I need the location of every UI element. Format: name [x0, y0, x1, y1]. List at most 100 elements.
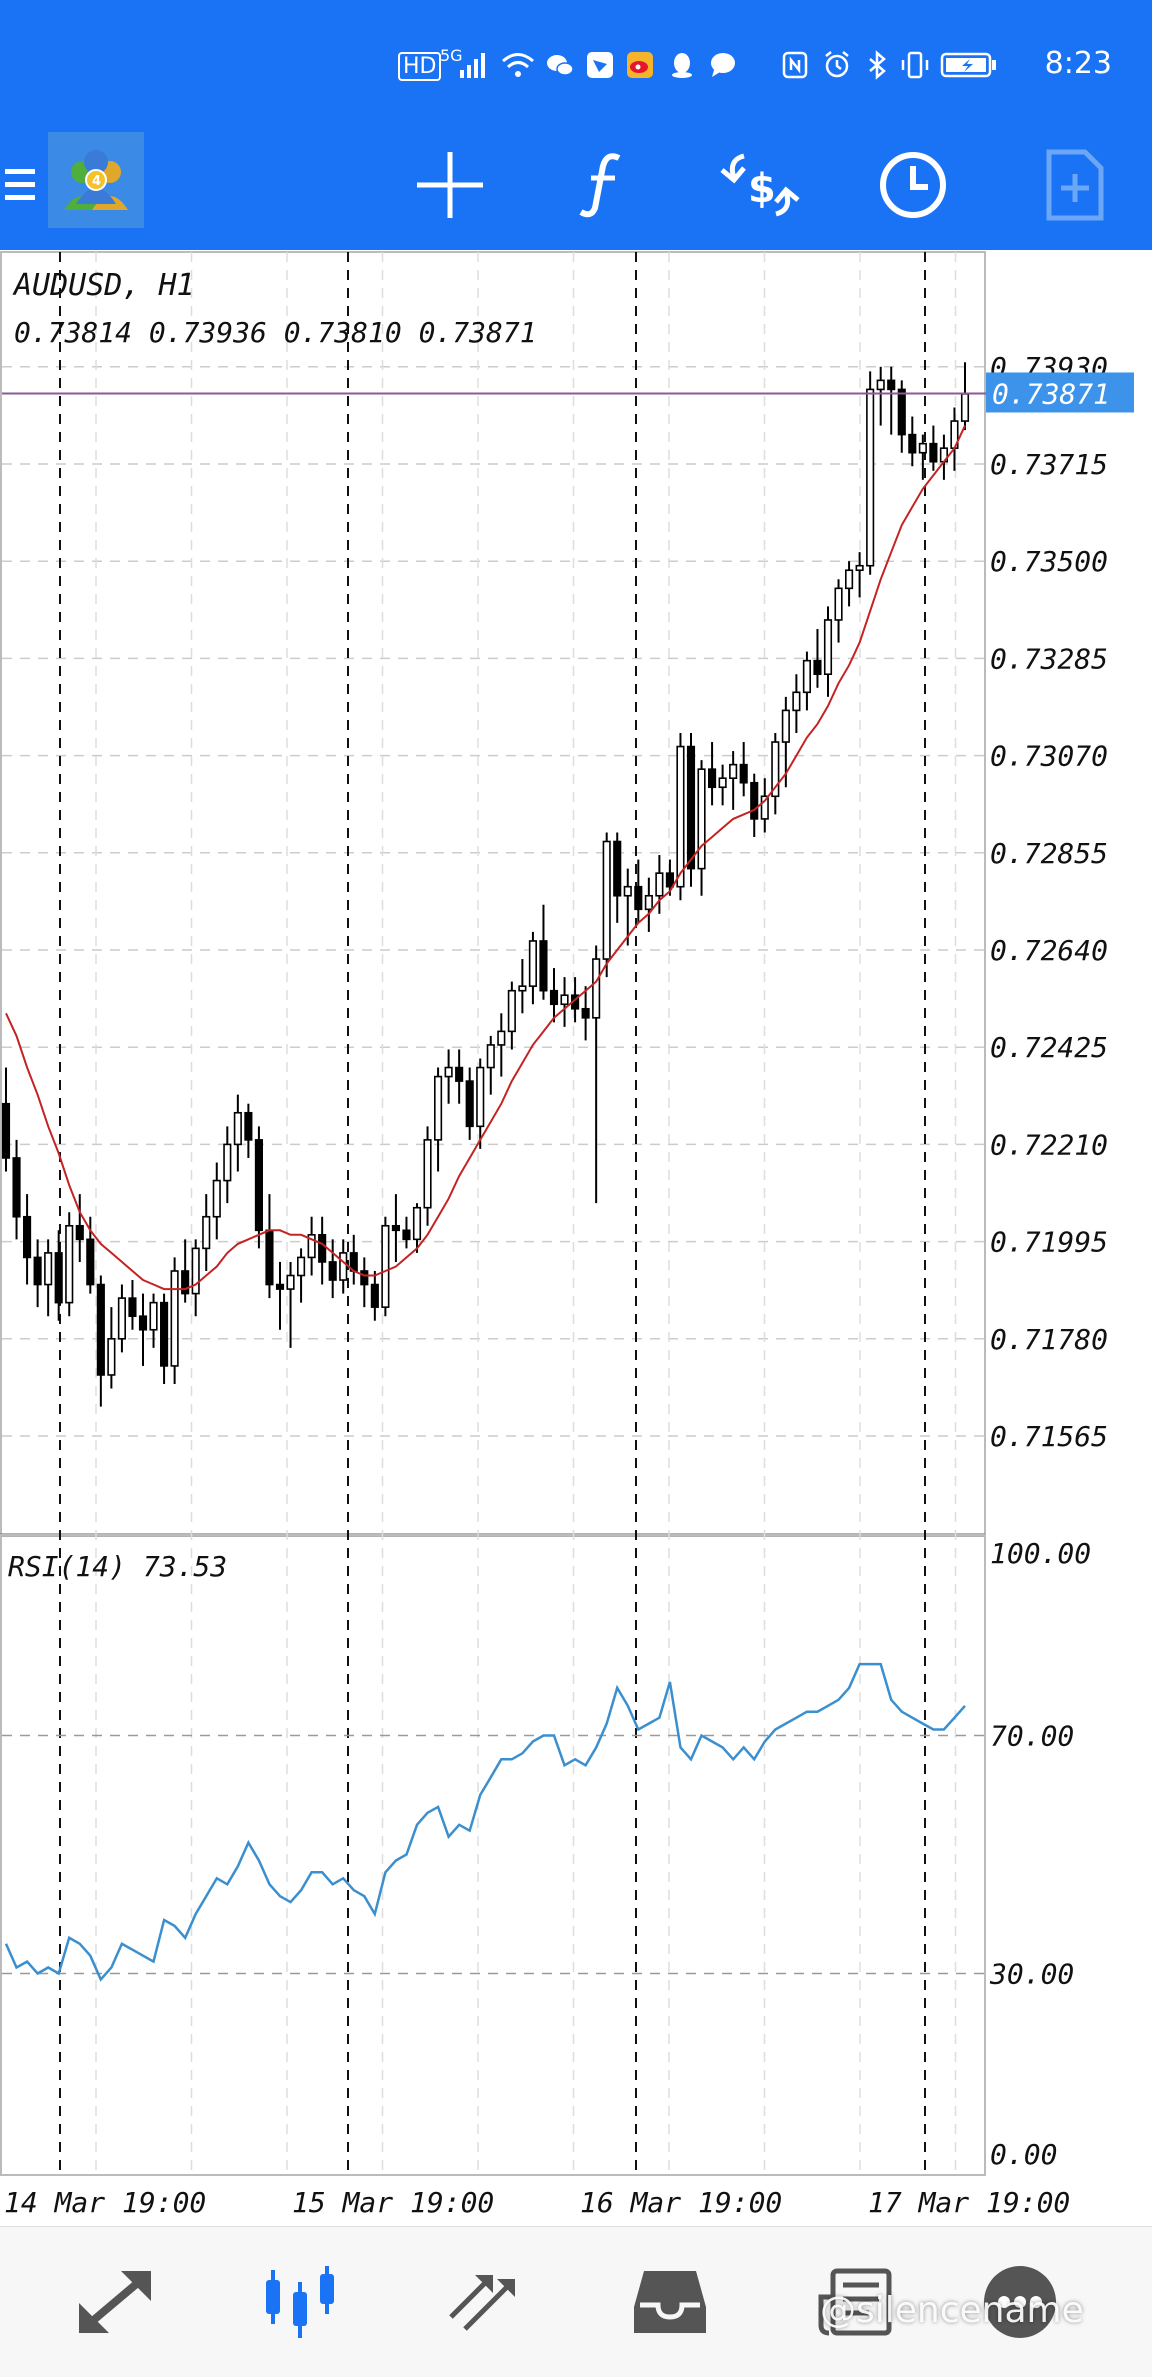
history-icon — [634, 2271, 706, 2333]
candle-body — [781, 709, 790, 743]
clock-icon — [880, 152, 946, 218]
candle-body — [697, 768, 706, 870]
price-axis-label: 0.73070 — [990, 740, 1108, 773]
watermark-text: @silencename — [820, 2290, 1084, 2331]
candle-body — [455, 1066, 464, 1082]
candle-body — [54, 1252, 63, 1304]
rsi-axis: 100.00 70.00 30.00 0.00 — [989, 1537, 1091, 2171]
candle-body — [655, 872, 664, 897]
candle-body — [265, 1229, 274, 1286]
svg-text:$: $ — [748, 166, 776, 212]
candle-body — [33, 1256, 42, 1286]
candle-body — [12, 1157, 21, 1218]
menu-button[interactable] — [0, 140, 40, 230]
network-gen-label: 5G — [440, 46, 463, 65]
metatrader-logo-icon: 4 — [48, 132, 144, 228]
candle-body — [676, 745, 685, 888]
candle-body — [160, 1301, 169, 1367]
nfc-icon — [782, 51, 808, 79]
candle-body — [328, 1261, 337, 1281]
symbol-title: AUDUSD, H1 — [12, 268, 195, 303]
time-axis-label: 14 Mar 19:00 — [4, 2186, 206, 2219]
candle-body — [476, 1066, 485, 1128]
candle-body — [739, 763, 748, 784]
candle-body — [434, 1075, 443, 1141]
price-axis: 0.739300.737150.735000.732850.730700.728… — [990, 351, 1108, 1453]
candle-body — [307, 1234, 316, 1259]
trade-button[interactable]: $ — [715, 140, 805, 230]
time-axis: 14 Mar 19:00 15 Mar 19:00 16 Mar 19:00 17 M… — [4, 2186, 1070, 2219]
new-order-button[interactable] — [1030, 140, 1120, 230]
chart-grid — [0, 251, 986, 2176]
nav-history[interactable] — [615, 2247, 725, 2357]
candle-body — [876, 379, 885, 391]
cellular-signal-icon — [460, 53, 485, 78]
candle-body — [339, 1252, 348, 1281]
candle-body — [539, 940, 548, 992]
candle-body — [44, 1252, 53, 1286]
timeframe-button[interactable] — [868, 140, 958, 230]
candle-body — [866, 388, 875, 567]
svg-text:4: 4 — [92, 174, 101, 189]
candle-body — [528, 940, 537, 987]
rsi-axis-label: 100.00 — [990, 1537, 1091, 1570]
bluetooth-icon — [869, 50, 886, 80]
price-axis-label: 0.72640 — [990, 934, 1108, 967]
candle-body — [855, 564, 864, 572]
chart-canvas[interactable]: 0.739300.737150.735000.732850.730700.728… — [0, 250, 1152, 2226]
candle-body — [402, 1229, 411, 1241]
qq-icon — [672, 53, 692, 78]
candle-body — [465, 1080, 474, 1128]
current-price-tag — [986, 372, 1134, 413]
candle-body — [244, 1111, 253, 1141]
current-price-label: 0.73871 — [992, 377, 1110, 410]
indicators-button[interactable] — [560, 140, 650, 230]
candle-body — [223, 1143, 232, 1182]
weibo-icon — [627, 52, 653, 78]
nav-news[interactable] — [800, 2247, 910, 2357]
candle-body — [202, 1215, 211, 1250]
candle-body — [802, 659, 811, 694]
candle-body — [908, 433, 917, 454]
news-icon — [818, 2268, 892, 2336]
candle-body — [23, 1215, 32, 1259]
candle-body — [286, 1274, 295, 1290]
candle-body — [275, 1283, 285, 1290]
candle-body — [381, 1224, 390, 1308]
trade-icon: $ — [720, 153, 800, 217]
candle-body — [560, 994, 569, 1006]
rsi-axis-label: 30.00 — [989, 1958, 1074, 1991]
candle-body — [960, 393, 970, 422]
price-axis-label: 0.73715 — [990, 448, 1108, 481]
candle-body — [834, 587, 843, 621]
candle-body — [929, 442, 938, 463]
candle-body — [665, 872, 674, 888]
candle-body — [887, 379, 896, 391]
hd-indicator: HD — [398, 52, 442, 81]
candle-body — [233, 1111, 242, 1146]
time-axis-label: 16 Mar 19:00 — [580, 2186, 782, 2219]
nav-chart[interactable] — [245, 2247, 355, 2357]
candle-body — [792, 691, 801, 712]
candle-body — [592, 958, 601, 1019]
candle-body — [128, 1297, 137, 1317]
candle-body — [181, 1270, 190, 1295]
candle-body — [117, 1297, 126, 1340]
rsi-axis-label: 0.00 — [990, 2138, 1057, 2171]
chart-icon — [266, 2266, 334, 2338]
notification-app-icon — [587, 52, 613, 78]
nav-quotes[interactable] — [60, 2247, 170, 2357]
rsi-line — [4, 1662, 966, 1982]
crosshair-icon — [417, 152, 483, 218]
candle-body — [507, 989, 516, 1033]
nav-trade[interactable] — [430, 2247, 540, 2357]
nav-messages[interactable] — [965, 2247, 1075, 2357]
candle-body — [823, 619, 833, 676]
candle-body — [107, 1338, 116, 1376]
candle-body — [170, 1270, 179, 1367]
candle-body — [86, 1238, 95, 1286]
price-axis-label: 0.73500 — [990, 545, 1108, 578]
price-axis-label: 0.71565 — [990, 1420, 1108, 1453]
app-logo-button[interactable]: 4 — [48, 132, 144, 228]
crosshair-button[interactable] — [405, 140, 495, 230]
